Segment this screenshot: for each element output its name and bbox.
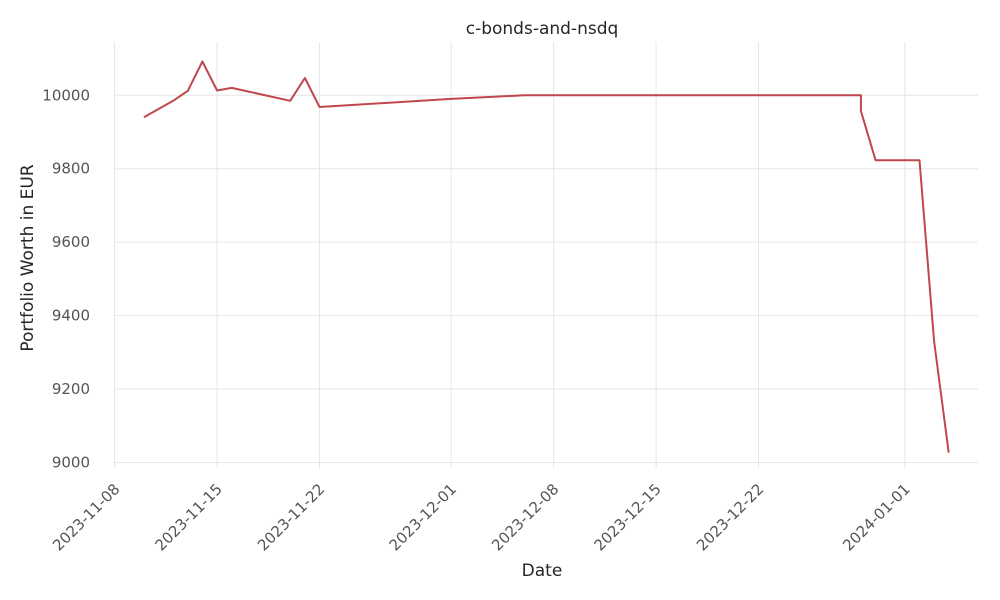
- series-layer: [143, 60, 950, 453]
- x-tick-label: 2023-11-08: [49, 480, 123, 554]
- y-tick-label: 9400: [52, 307, 90, 325]
- x-tick-label: 2023-11-15: [152, 480, 226, 554]
- x-tick-label: 2023-12-01: [386, 480, 460, 554]
- x-tick-label: 2023-11-22: [254, 480, 328, 554]
- y-tick-label: 10000: [42, 86, 90, 104]
- chart-title: c-bonds-and-nsdq: [466, 19, 619, 39]
- y-axis-label: Portfolio Worth in EUR: [18, 164, 38, 351]
- series-line-0: [143, 60, 950, 453]
- y-tick-label: 9600: [52, 233, 90, 251]
- x-axis-label: Date: [522, 561, 563, 581]
- y-tick-label: 9800: [52, 160, 90, 178]
- y-tick-label: 9200: [52, 380, 90, 398]
- y-gridlines: [114, 94, 978, 463]
- x-tick-labels: 2023-11-08 2023-11-15 2023-11-22 2023-12-01…: [49, 480, 914, 554]
- x-tick-label: 2023-12-15: [591, 480, 665, 554]
- x-gridlines: [114, 42, 906, 468]
- x-tick-label: 2023-12-08: [488, 480, 562, 554]
- x-tick-label: 2024-01-01: [839, 480, 913, 554]
- x-tick-label: 2023-12-22: [693, 480, 767, 554]
- y-tick-labels: 9000 9200 9400 9600 9800 10000: [42, 86, 90, 471]
- y-tick-label: 9000: [52, 453, 90, 471]
